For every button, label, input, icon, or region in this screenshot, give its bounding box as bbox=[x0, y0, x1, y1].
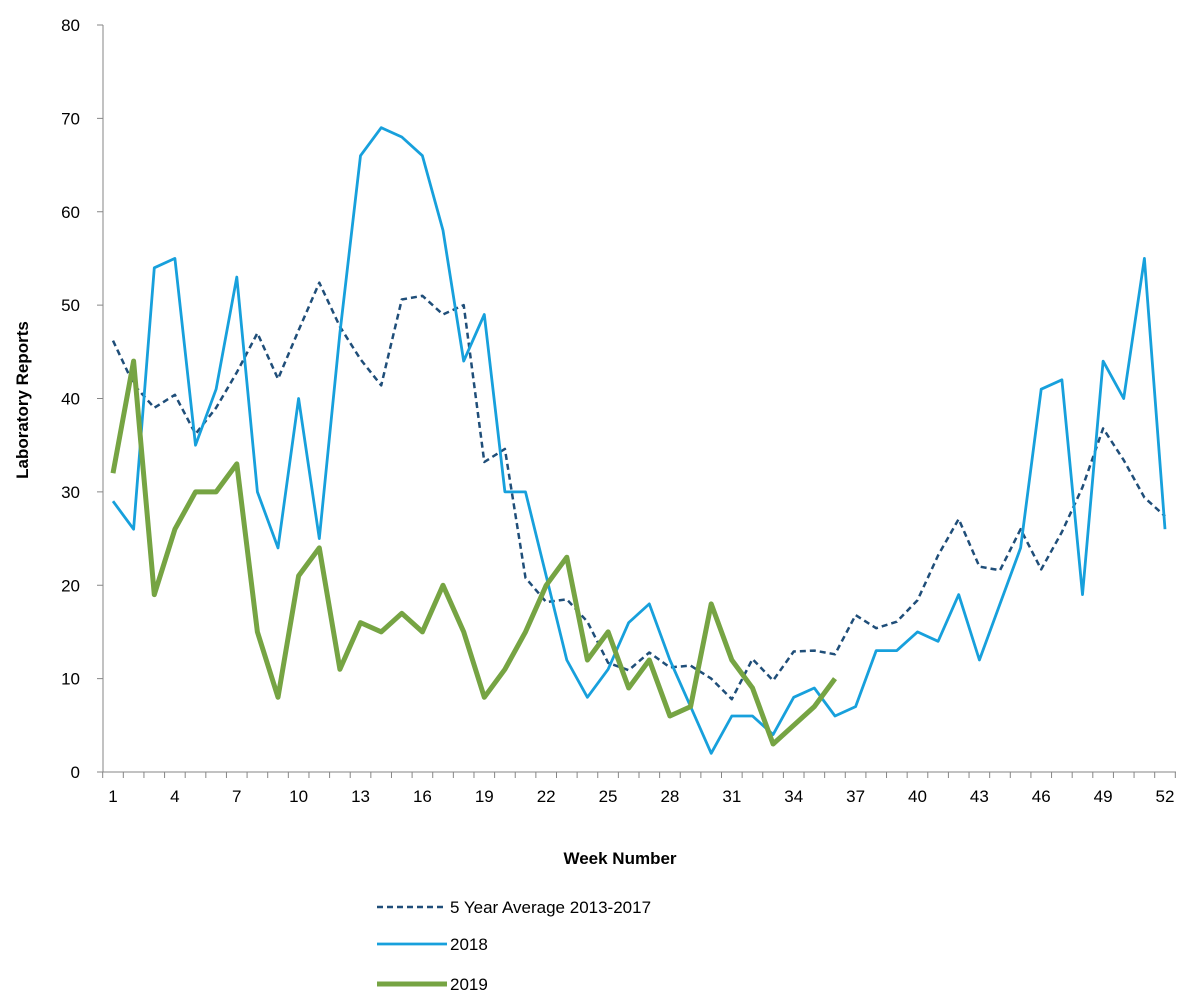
x-tick-label: 22 bbox=[537, 787, 556, 806]
y-tick-label: 30 bbox=[61, 483, 80, 502]
x-tick-label: 4 bbox=[170, 787, 179, 806]
x-tick-label: 13 bbox=[351, 787, 370, 806]
x-tick-label: 10 bbox=[289, 787, 308, 806]
tick-labels: 0 10 20 30 40 50 60 70 80 1 4 7 10 13 16 19 22 25 28 31 34 37… bbox=[61, 16, 1174, 806]
legend-label-2: 2019 bbox=[450, 975, 488, 994]
series-line-0 bbox=[111, 281, 1166, 701]
legend-label-1: 2018 bbox=[450, 935, 488, 954]
x-tick-label: 40 bbox=[908, 787, 927, 806]
x-tick-label: 31 bbox=[722, 787, 741, 806]
series-line-2 bbox=[110, 358, 838, 747]
x-tick-label: 25 bbox=[599, 787, 618, 806]
y-tick-label: 20 bbox=[61, 576, 80, 595]
y-tick-label: 50 bbox=[61, 296, 80, 315]
x-tick-label: 19 bbox=[475, 787, 494, 806]
y-tick-label: 10 bbox=[61, 670, 80, 689]
axes bbox=[97, 24, 1176, 778]
y-tick-label: 70 bbox=[61, 109, 80, 128]
series-lines bbox=[110, 126, 1167, 755]
x-tick-label: 46 bbox=[1032, 787, 1051, 806]
legend: 5 Year Average 2013-2017 2018 2019 bbox=[377, 898, 651, 994]
y-tick-label: 0 bbox=[71, 763, 80, 782]
series-line-1 bbox=[111, 126, 1167, 755]
x-tick-label: 34 bbox=[784, 787, 803, 806]
x-tick-label: 49 bbox=[1094, 787, 1113, 806]
x-axis-title: Week Number bbox=[563, 849, 676, 868]
x-tick-label: 28 bbox=[660, 787, 679, 806]
x-tick-label: 1 bbox=[108, 787, 117, 806]
y-tick-label: 80 bbox=[61, 16, 80, 35]
x-tick-label: 37 bbox=[846, 787, 865, 806]
x-tick-label: 7 bbox=[232, 787, 241, 806]
x-tick-label: 43 bbox=[970, 787, 989, 806]
legend-label-0: 5 Year Average 2013-2017 bbox=[450, 898, 651, 917]
y-axis-title: Laboratory Reports bbox=[13, 321, 32, 479]
y-tick-label: 40 bbox=[61, 390, 80, 409]
x-tick-label: 52 bbox=[1156, 787, 1175, 806]
y-tick-label: 60 bbox=[61, 203, 80, 222]
x-tick-label: 16 bbox=[413, 787, 432, 806]
